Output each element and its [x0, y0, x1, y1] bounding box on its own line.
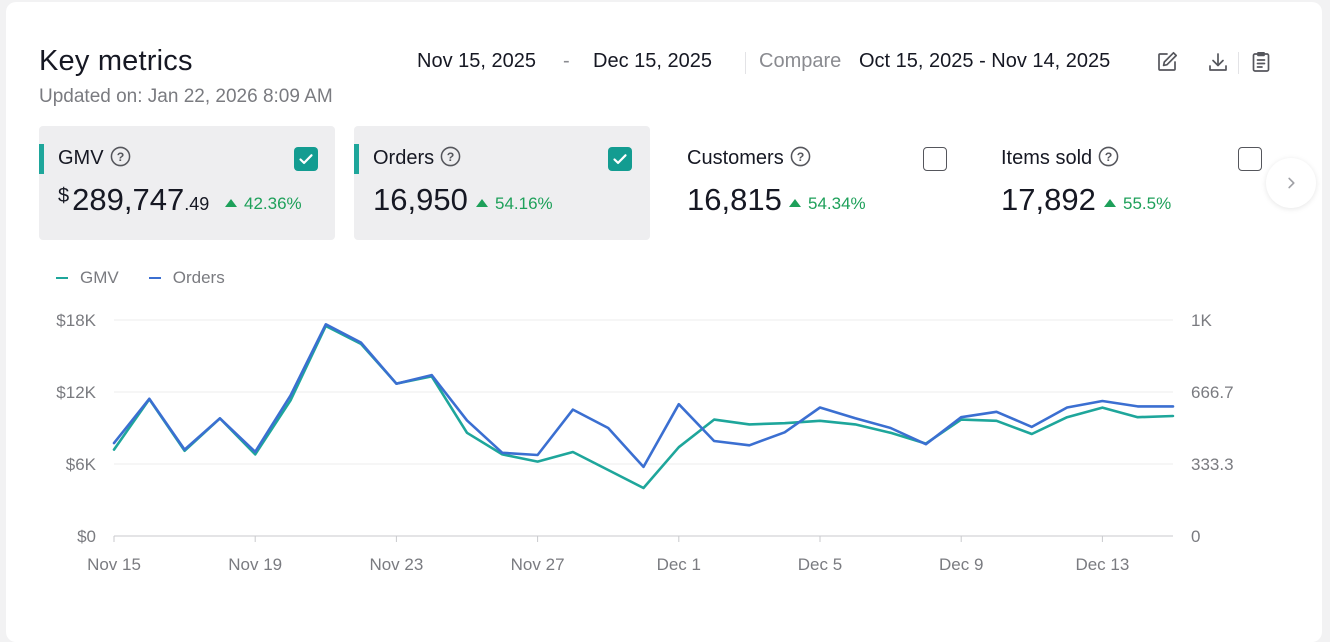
- arrow-up-icon: [476, 199, 488, 207]
- y-left-tick-label: $12K: [56, 383, 96, 402]
- metric-name: GMV: [58, 147, 104, 169]
- help-icon[interactable]: ?: [440, 146, 461, 167]
- compare-label: Compare: [759, 50, 842, 72]
- x-tick-label: Nov 15: [87, 555, 141, 574]
- metric-card-gmv[interactable]: GMV? $289,747.49 42.36%: [39, 126, 335, 240]
- metric-value: 16,950: [373, 182, 468, 217]
- legend-swatch: [148, 277, 161, 279]
- svg-text:?: ?: [1105, 150, 1113, 164]
- clipboard-icon[interactable]: [1249, 50, 1273, 74]
- metric-card-items-sold[interactable]: Items sold? 17,892 55.5%: [982, 126, 1278, 240]
- x-tick-label: Dec 1: [657, 555, 701, 574]
- date-range-separator: -: [563, 50, 570, 72]
- metric-value: $289,747.49: [58, 182, 210, 217]
- metric-card-customers[interactable]: Customers? 16,815 54.34%: [668, 126, 964, 240]
- metric-checkbox[interactable]: [923, 147, 947, 171]
- selected-indicator: [354, 144, 359, 174]
- y-right-tick-label: 666.7: [1191, 383, 1234, 402]
- compare-date-range[interactable]: Oct 15, 2025 - Nov 14, 2025: [859, 50, 1111, 72]
- y-right-tick-label: 0: [1191, 527, 1200, 546]
- next-metrics-button[interactable]: [1266, 158, 1316, 208]
- metric-name: Customers: [687, 147, 784, 169]
- updated-timestamp: Updated on: Jan 22, 2026 8:09 AM: [39, 86, 333, 107]
- y-right-tick-label: 1K: [1191, 311, 1212, 330]
- legend-item-orders[interactable]: Orders: [148, 268, 225, 288]
- date-range-end[interactable]: Dec 15, 2025: [593, 50, 712, 72]
- chevron-right-icon: [1288, 177, 1295, 189]
- arrow-up-icon: [225, 199, 237, 207]
- divider: [1238, 52, 1239, 74]
- metric-checkbox[interactable]: [608, 147, 632, 171]
- y-left-tick-label: $0: [77, 527, 96, 546]
- metric-card-orders[interactable]: Orders? 16,950 54.16%: [354, 126, 650, 240]
- series-line-gmv[interactable]: [112, 324, 1175, 490]
- metric-name: Items sold: [1001, 147, 1093, 169]
- y-left-tick-label: $18K: [56, 311, 96, 330]
- y-left-tick-label: $6K: [66, 455, 97, 474]
- x-tick-label: Nov 27: [511, 555, 565, 574]
- metric-checkbox[interactable]: [1238, 147, 1262, 171]
- metric-change: 54.16%: [476, 194, 553, 214]
- help-icon[interactable]: ?: [790, 146, 811, 167]
- metric-change: 42.36%: [225, 194, 302, 214]
- x-tick-label: Dec 9: [939, 555, 983, 574]
- chart-legend: GMV Orders: [56, 268, 225, 288]
- metric-checkbox[interactable]: [294, 147, 318, 171]
- help-icon[interactable]: ?: [1098, 146, 1119, 167]
- x-tick-label: Dec 5: [798, 555, 842, 574]
- check-icon: [613, 154, 627, 164]
- page-title: Key metrics: [39, 45, 193, 77]
- metric-name: Orders: [373, 147, 435, 169]
- x-tick-label: Nov 23: [369, 555, 423, 574]
- key-metrics-card: [6, 2, 1322, 642]
- selected-indicator: [39, 144, 44, 174]
- y-right-tick-label: 333.3: [1191, 455, 1234, 474]
- metric-value: 17,892: [1001, 182, 1096, 217]
- help-icon[interactable]: ?: [110, 146, 131, 167]
- edit-icon[interactable]: [1155, 50, 1179, 74]
- legend-swatch: [56, 277, 68, 279]
- date-range-start[interactable]: Nov 15, 2025: [417, 50, 536, 72]
- arrow-up-icon: [1104, 199, 1116, 207]
- svg-text:?: ?: [447, 150, 455, 164]
- arrow-up-icon: [789, 199, 801, 207]
- svg-text:?: ?: [116, 150, 124, 164]
- divider: [745, 52, 746, 74]
- series-line-orders[interactable]: [112, 322, 1175, 469]
- line-chart: $0 0 $6K 333.3 $12K 666.7 $18K 1K Nov 15 Nov 19 No…: [56, 311, 1234, 574]
- x-tick-label: Nov 19: [228, 555, 282, 574]
- check-icon: [299, 154, 313, 164]
- svg-text:?: ?: [796, 150, 804, 164]
- metric-change: 54.34%: [789, 194, 866, 214]
- metric-change: 55.5%: [1104, 194, 1171, 214]
- metric-value: 16,815: [687, 182, 782, 217]
- legend-item-gmv[interactable]: GMV: [56, 268, 119, 288]
- download-icon[interactable]: [1206, 50, 1230, 74]
- x-tick-label: Dec 13: [1075, 555, 1129, 574]
